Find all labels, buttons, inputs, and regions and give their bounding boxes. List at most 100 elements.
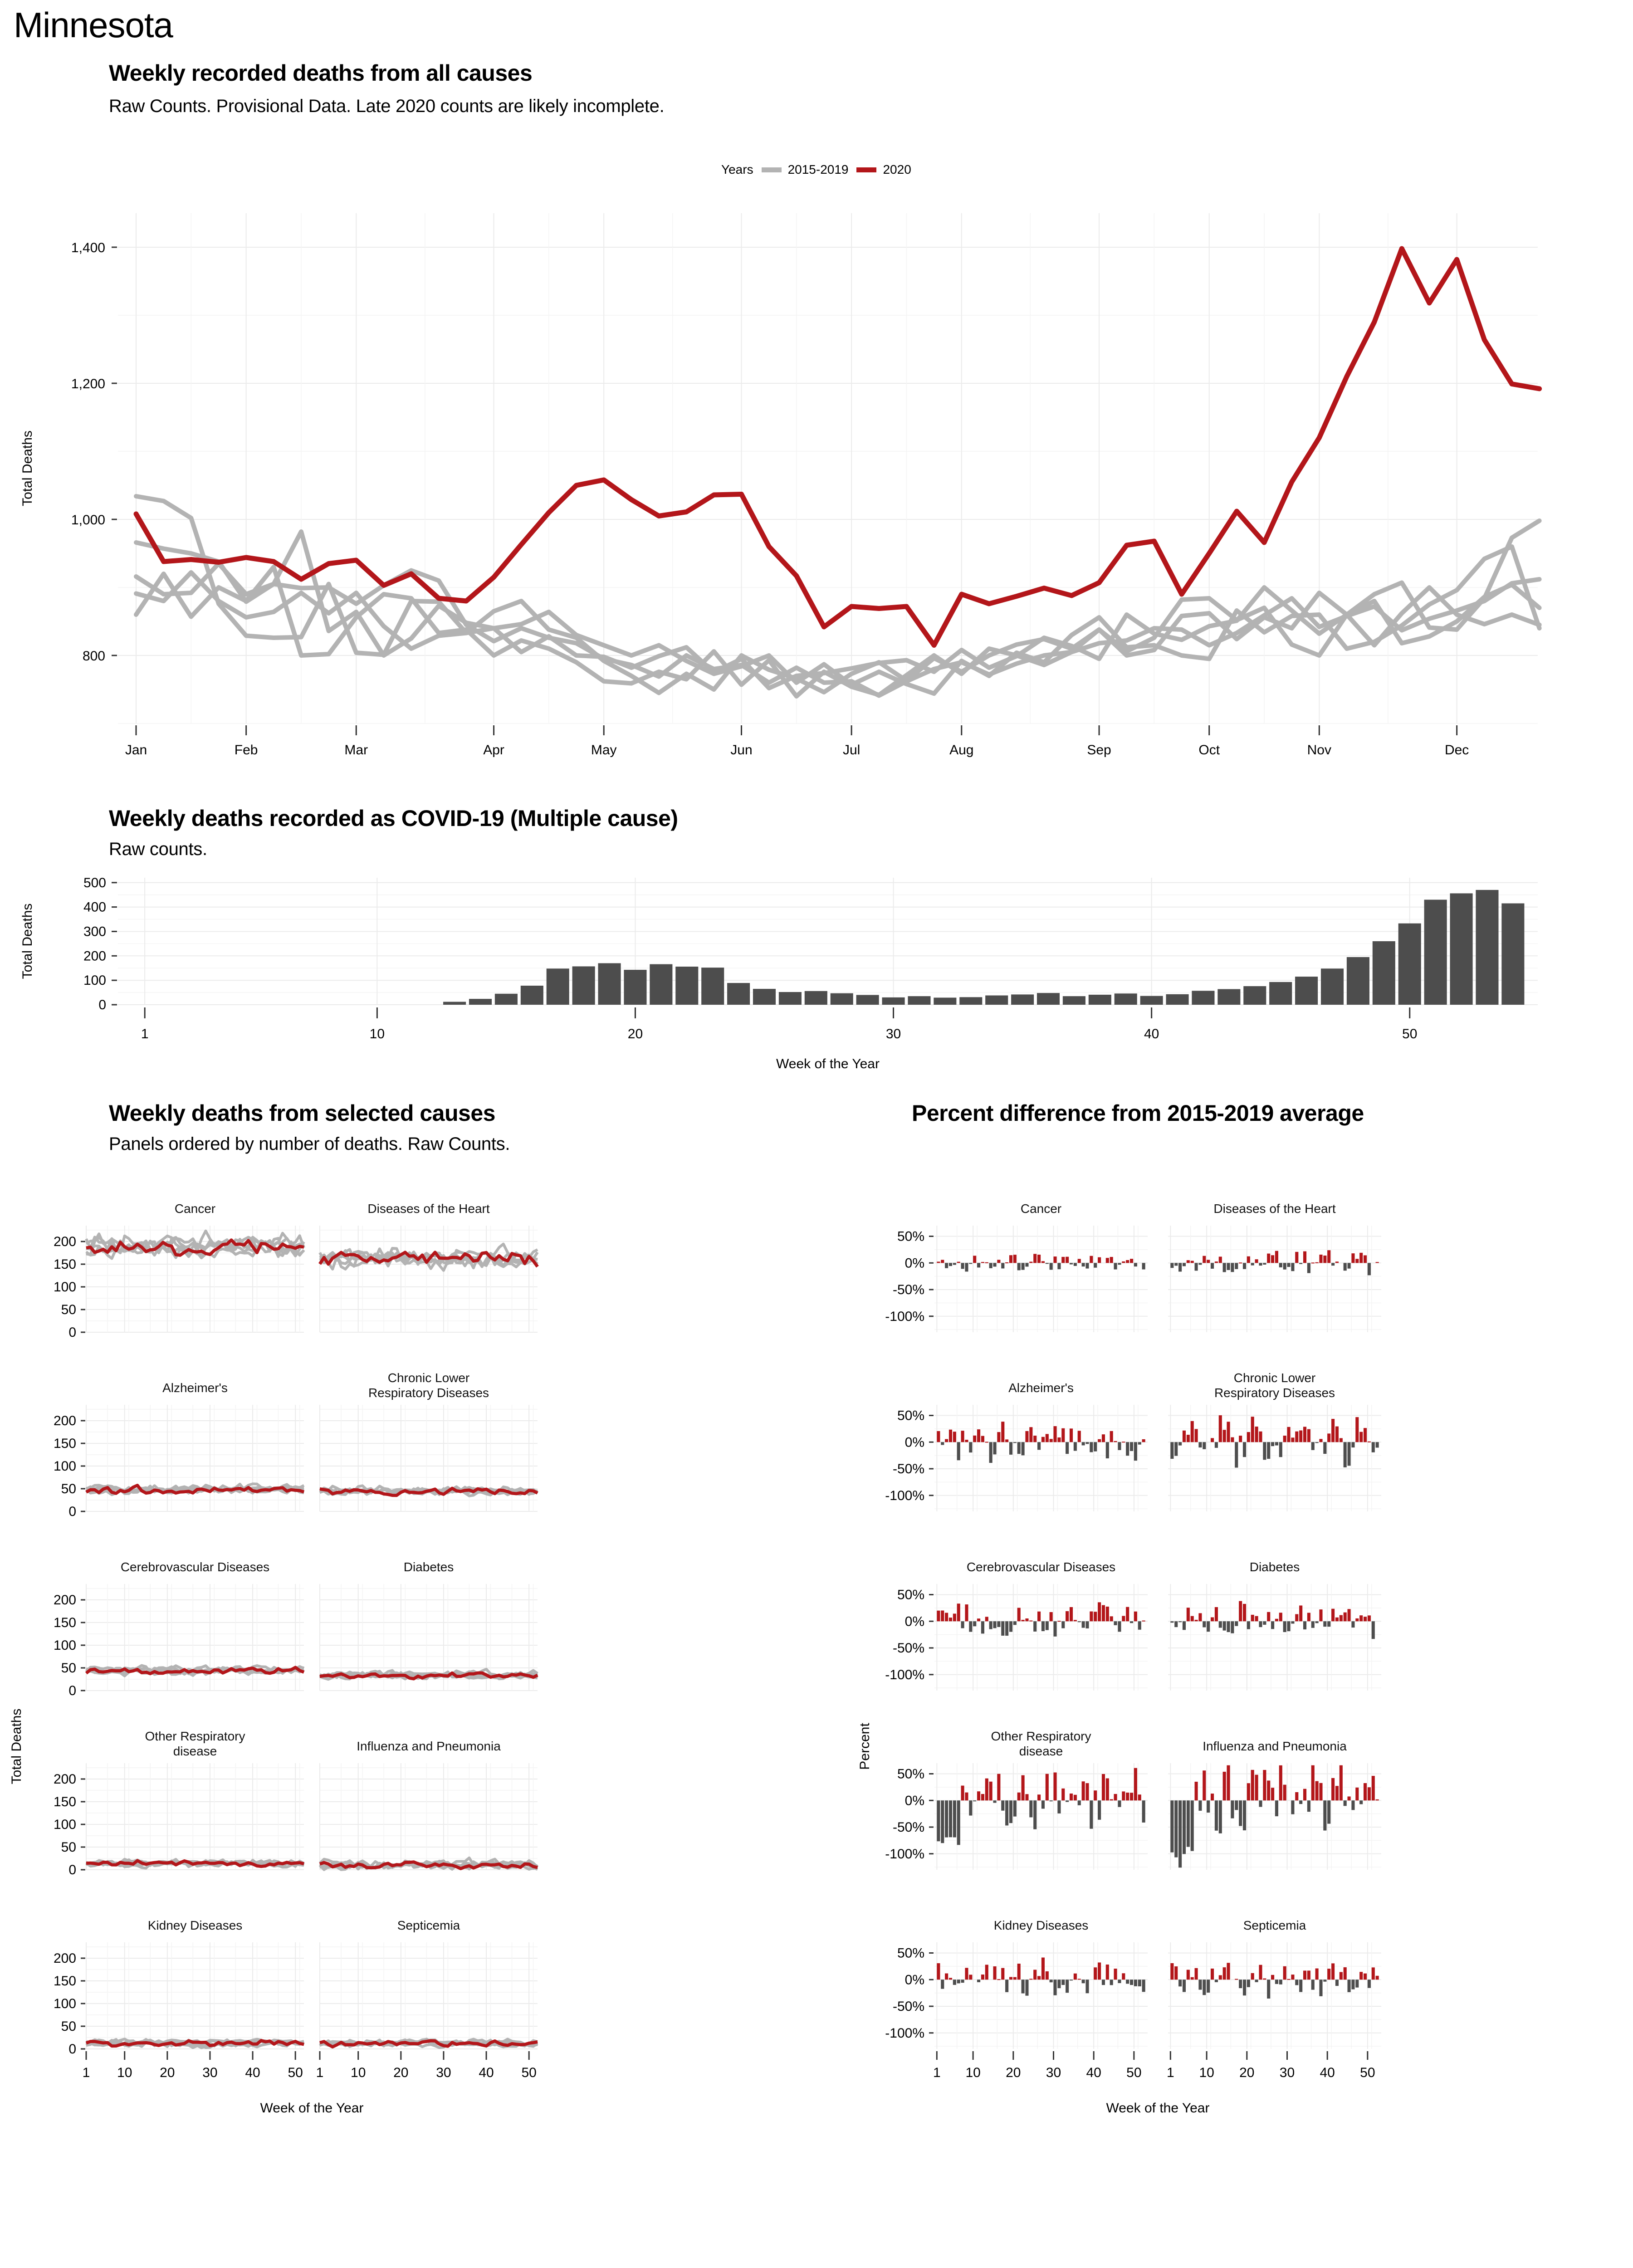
x-tick-label: Feb xyxy=(235,743,258,758)
pct-bar-negative xyxy=(1203,1442,1206,1449)
pct-bar-positive xyxy=(1190,1977,1194,1980)
pct-bar-negative xyxy=(1307,1800,1310,1812)
pct-bar-positive xyxy=(1105,1778,1109,1801)
covid-bar xyxy=(650,964,673,1005)
y-tick-label: 50 xyxy=(61,2019,76,2034)
pct-bar-positive xyxy=(1081,1781,1085,1801)
pct-bar-positive xyxy=(1122,1791,1125,1801)
covid-bar xyxy=(830,993,853,1005)
pct-bar-negative xyxy=(1041,1800,1045,1809)
pct-bar-negative xyxy=(969,1621,973,1632)
pct-bar-positive xyxy=(1307,1613,1310,1622)
pct-bar-negative xyxy=(953,1980,956,1985)
facet-label: Respiratory Diseases xyxy=(1214,1386,1335,1400)
x-tick-label: 1 xyxy=(83,2065,90,2080)
pct-bar-positive xyxy=(1057,1621,1061,1622)
y-tick-label: 150 xyxy=(54,1257,76,1272)
pct-bar-positive xyxy=(1025,1794,1029,1801)
facet-label: Diseases of the Heart xyxy=(1213,1202,1335,1216)
pct-bar-negative xyxy=(1077,1621,1081,1623)
pct-bar-positive xyxy=(1203,1256,1206,1263)
pct-bar-negative xyxy=(1263,1263,1266,1265)
y-tick-label: 50% xyxy=(897,1946,924,1961)
pct-bar-negative xyxy=(1114,1621,1117,1625)
legend-item-2020: 2020 xyxy=(856,162,911,177)
y-tick-label: -100% xyxy=(885,2026,924,2041)
pct-bar-negative xyxy=(1315,1442,1319,1443)
y-tick-label: 100 xyxy=(54,1459,76,1474)
y-axis-title: Total Deaths xyxy=(20,430,35,506)
pct-bar-positive xyxy=(1194,1968,1198,1980)
pct-bar-negative xyxy=(1343,1442,1347,1467)
pct-bar-negative xyxy=(1066,1442,1069,1454)
y-tick-label: 50 xyxy=(61,1840,76,1855)
pct-bar-negative xyxy=(1323,1800,1327,1831)
covid-bar xyxy=(1243,986,1266,1005)
pct-bar-negative xyxy=(1283,1621,1286,1633)
pct-bar-positive xyxy=(953,1613,956,1622)
y-tick-label: 0 xyxy=(68,2042,76,2057)
pct-bar-positive xyxy=(1315,1968,1319,1980)
pct-bar-negative xyxy=(1367,1980,1371,1988)
facet-label: Chronic Lower xyxy=(388,1371,470,1385)
pct-bar-positive xyxy=(1283,1436,1286,1442)
pct-bar-negative xyxy=(1207,1980,1210,1993)
y-tick-label: 50% xyxy=(897,1229,924,1244)
facet-label: Kidney Diseases xyxy=(148,1918,243,1932)
x-tick-label: 50 xyxy=(1402,1026,1417,1041)
pct-bar-negative xyxy=(1013,1800,1017,1817)
legend-label-2015-2019: 2015-2019 xyxy=(787,162,849,176)
pct-bar-negative xyxy=(1049,1800,1053,1802)
x-tick-label: Nov xyxy=(1307,743,1331,758)
covid-bar xyxy=(1269,982,1292,1005)
pct-bar-negative xyxy=(1094,1442,1097,1452)
pct-bar-positive xyxy=(1351,1253,1355,1263)
facet-label: Influenza and Pneumonia xyxy=(1203,1739,1347,1753)
x-tick-label: Jul xyxy=(843,743,860,758)
pct-bar-negative xyxy=(1247,1621,1250,1629)
facet-label: Cerebrovascular Diseases xyxy=(121,1560,269,1574)
y-tick-label: 50% xyxy=(897,1408,924,1423)
x-tick-label: Sep xyxy=(1087,743,1111,758)
x-tick-label: 10 xyxy=(1199,2065,1214,2080)
pct-bar-negative xyxy=(1347,1263,1351,1269)
pct-bar-positive xyxy=(1053,1256,1057,1263)
pct-bar-positive xyxy=(941,1260,944,1263)
y-tick-label: -50% xyxy=(893,1461,924,1476)
pct-bar-positive xyxy=(1355,1787,1359,1801)
pct-bar-positive xyxy=(1375,1262,1379,1263)
y-tick-label: -100% xyxy=(885,1309,924,1324)
pct-bar-positive xyxy=(1013,1255,1017,1263)
pct-bar-positive xyxy=(1255,1616,1258,1622)
pct-bar-positive xyxy=(937,1261,940,1263)
pct-bar-negative xyxy=(1299,1800,1303,1804)
pct-bar-positive xyxy=(1287,1979,1291,1980)
pct-bar-negative xyxy=(1242,1442,1247,1457)
pct-bar-positive xyxy=(1295,1614,1299,1622)
series-line-historical xyxy=(134,570,1542,695)
all-cause-title: Weekly recorded deaths from all causes xyxy=(109,60,533,86)
pct-bar-positive xyxy=(1005,1262,1009,1264)
pct-bar-negative xyxy=(1311,1980,1315,1990)
pct-bar-negative xyxy=(993,1442,997,1455)
pct-bar-positive xyxy=(1319,1254,1323,1263)
pct-bar-negative xyxy=(1182,1980,1186,1992)
pct-bar-negative xyxy=(1218,1621,1222,1628)
pct-bar-positive xyxy=(1045,1774,1049,1801)
pct-bar-negative xyxy=(1227,1263,1230,1270)
pct-bar-positive xyxy=(981,1436,984,1442)
pct-bar-negative xyxy=(1134,1980,1137,1986)
pct-bar-positive xyxy=(1211,1617,1214,1622)
pct-bar-negative xyxy=(1279,1442,1282,1457)
pct-bar-negative xyxy=(1367,1263,1371,1276)
pct-bar-negative xyxy=(1182,1621,1186,1630)
pct-bar-negative xyxy=(1090,1800,1093,1829)
pct-bar-negative xyxy=(1081,1263,1085,1267)
x-tick-label: Jun xyxy=(730,743,752,758)
pct-bar-positive xyxy=(1061,1428,1065,1442)
y-tick-label: 0 xyxy=(68,1683,76,1698)
percent-difference-smallmultiples: Cancer 50% 0% -50% -100% Diseases of the Hear… xyxy=(857,1202,1381,2116)
pct-bar-positive xyxy=(1138,1794,1141,1801)
pct-bar-negative xyxy=(1077,1800,1081,1805)
pct-bar-negative xyxy=(1178,1980,1182,1987)
